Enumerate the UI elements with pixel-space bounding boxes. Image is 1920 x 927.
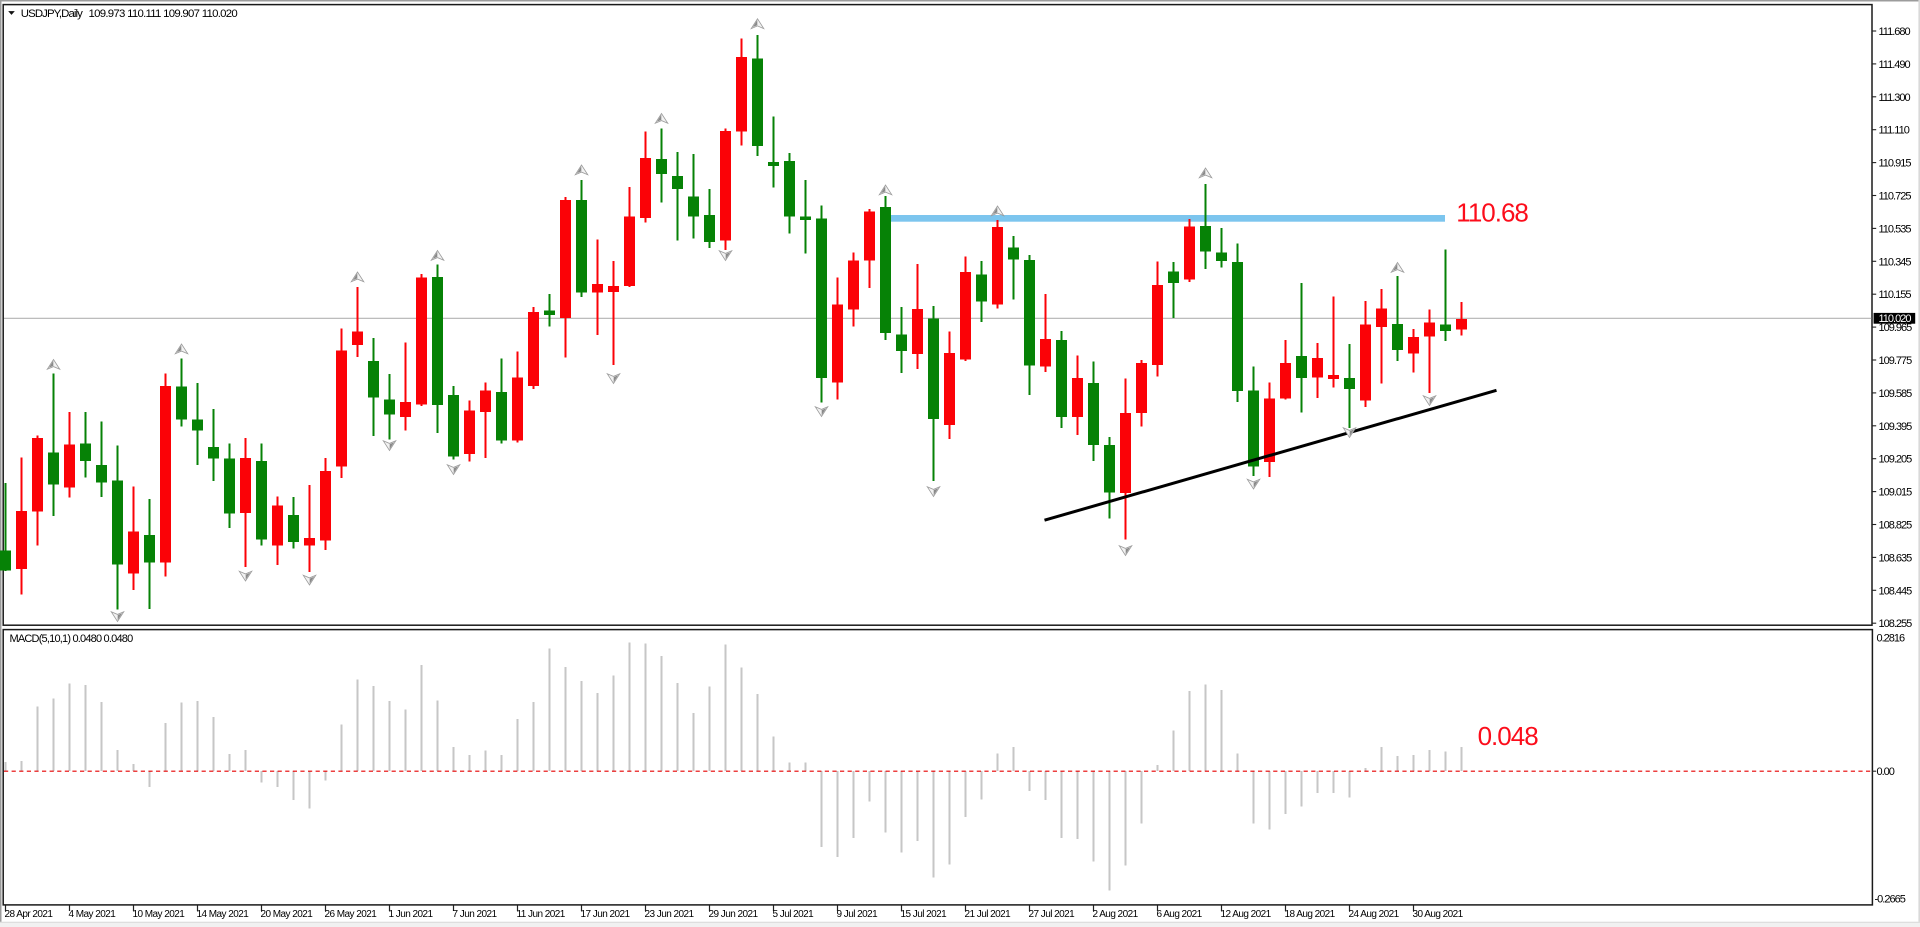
svg-text:2 Aug 2021: 2 Aug 2021 — [1093, 909, 1139, 920]
svg-text:30 Aug 2021: 30 Aug 2021 — [1413, 909, 1464, 920]
svg-text:110.345: 110.345 — [1879, 256, 1912, 268]
svg-text:27 Jul 2021: 27 Jul 2021 — [1029, 909, 1076, 920]
svg-text:23 Jun 2021: 23 Jun 2021 — [645, 909, 695, 920]
svg-text:110.915: 110.915 — [1879, 158, 1912, 170]
svg-text:10 May 2021: 10 May 2021 — [133, 909, 186, 920]
svg-text:110.535: 110.535 — [1879, 223, 1912, 235]
svg-text:108.255: 108.255 — [1879, 618, 1913, 630]
svg-text:109.395: 109.395 — [1879, 421, 1913, 433]
svg-text:4 May 2021: 4 May 2021 — [69, 909, 117, 920]
svg-text:11 Jun 2021: 11 Jun 2021 — [517, 909, 566, 920]
svg-text:109.775: 109.775 — [1879, 355, 1913, 367]
svg-text:109.015: 109.015 — [1879, 487, 1913, 499]
svg-text:29 Jun 2021: 29 Jun 2021 — [709, 909, 759, 920]
svg-text:108.445: 108.445 — [1879, 585, 1913, 597]
svg-text:14 May 2021: 14 May 2021 — [197, 909, 250, 920]
svg-text:20 May 2021: 20 May 2021 — [261, 909, 314, 920]
svg-text:110.155: 110.155 — [1879, 289, 1912, 301]
svg-text:17 Jun 2021: 17 Jun 2021 — [581, 909, 631, 920]
svg-text:18 Aug 2021: 18 Aug 2021 — [1285, 909, 1336, 920]
svg-text:7 Jun 2021: 7 Jun 2021 — [453, 909, 498, 920]
svg-text:0.2816: 0.2816 — [1877, 633, 1906, 645]
svg-text:111.300: 111.300 — [1879, 92, 1911, 104]
svg-text:6 Aug 2021: 6 Aug 2021 — [1157, 909, 1203, 920]
svg-text:5 Jul 2021: 5 Jul 2021 — [773, 909, 815, 920]
svg-text:110.725: 110.725 — [1879, 191, 1912, 203]
svg-text:110.020: 110.020 — [1879, 313, 1912, 325]
svg-text:110.68: 110.68 — [1456, 198, 1528, 228]
svg-text:108.825: 108.825 — [1879, 520, 1913, 532]
svg-text:109.965: 109.965 — [1879, 322, 1913, 334]
svg-text:12 Aug 2021: 12 Aug 2021 — [1221, 909, 1272, 920]
svg-text:108.635: 108.635 — [1879, 552, 1913, 564]
svg-text:21 Jul 2021: 21 Jul 2021 — [965, 909, 1012, 920]
svg-text:111.110: 111.110 — [1879, 125, 1910, 137]
svg-text:15 Jul 2021: 15 Jul 2021 — [901, 909, 948, 920]
svg-text:USDJPY,Daily: USDJPY,Daily — [21, 8, 83, 20]
svg-text:9 Jul 2021: 9 Jul 2021 — [837, 909, 879, 920]
svg-text:109.585: 109.585 — [1879, 388, 1913, 400]
svg-text:0.00: 0.00 — [1877, 766, 1895, 778]
svg-text:24 Aug 2021: 24 Aug 2021 — [1349, 909, 1400, 920]
svg-text:111.490: 111.490 — [1879, 59, 1911, 71]
svg-text:1 Jun 2021: 1 Jun 2021 — [389, 909, 434, 920]
svg-text:-0.2665: -0.2665 — [1875, 894, 1906, 906]
svg-text:MACD(5,10,1) 0.0480 0.0480: MACD(5,10,1) 0.0480 0.0480 — [10, 633, 134, 645]
svg-text:109.205: 109.205 — [1879, 454, 1913, 466]
svg-text:28 Apr 2021: 28 Apr 2021 — [5, 909, 54, 920]
svg-text:0.048: 0.048 — [1478, 721, 1539, 751]
svg-text:111.680: 111.680 — [1879, 26, 1911, 38]
svg-text:109.973 110.111 109.907 110.02: 109.973 110.111 109.907 110.020 — [89, 8, 238, 20]
svg-text:26 May 2021: 26 May 2021 — [325, 909, 378, 920]
